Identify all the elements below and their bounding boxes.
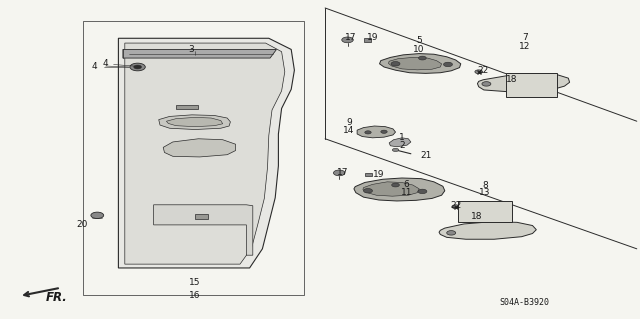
Polygon shape [388,57,442,70]
Polygon shape [195,214,208,219]
Text: 4: 4 [102,59,135,68]
Polygon shape [163,139,236,157]
Circle shape [452,205,460,209]
Polygon shape [123,49,276,58]
Circle shape [342,37,353,43]
Polygon shape [125,43,285,264]
Text: 22: 22 [450,201,461,210]
Circle shape [364,189,372,193]
Polygon shape [118,38,294,268]
Text: 1: 1 [399,133,404,142]
Text: 6: 6 [404,180,409,189]
Circle shape [333,170,345,176]
Text: 15: 15 [189,278,201,287]
Polygon shape [354,178,445,201]
Text: 7: 7 [522,33,527,42]
Text: 22: 22 [477,66,489,75]
Text: 21: 21 [420,151,431,160]
Polygon shape [477,74,570,92]
Text: 2: 2 [399,141,404,150]
Text: 9: 9 [346,118,351,127]
Text: 20: 20 [76,220,88,229]
Text: 19: 19 [367,33,378,42]
Text: 14: 14 [343,126,355,135]
Polygon shape [363,182,419,196]
Text: 18: 18 [506,75,518,84]
Polygon shape [380,54,461,73]
Text: FR.: FR. [46,291,68,304]
Circle shape [134,65,141,69]
Circle shape [447,231,456,235]
Polygon shape [389,138,411,147]
Text: 10: 10 [413,45,425,54]
Polygon shape [439,222,536,239]
Polygon shape [176,105,198,109]
Circle shape [392,148,399,152]
Text: 8: 8 [483,181,488,189]
Text: 17: 17 [345,33,356,42]
Text: 16: 16 [189,291,201,300]
Circle shape [418,189,427,194]
Text: 11: 11 [401,188,412,197]
Text: 17: 17 [337,168,348,177]
Text: 4: 4 [92,63,97,71]
Text: 12: 12 [519,42,531,51]
Polygon shape [364,38,371,42]
Circle shape [365,131,371,134]
Circle shape [392,183,399,187]
Polygon shape [357,126,396,138]
Circle shape [444,62,452,67]
Text: 18: 18 [471,212,483,221]
Text: 3: 3 [188,45,193,54]
Circle shape [419,56,426,60]
Polygon shape [166,117,223,127]
Circle shape [381,130,387,133]
Text: S04A-B3920: S04A-B3920 [500,298,550,307]
Circle shape [482,82,491,86]
Polygon shape [506,73,557,97]
Circle shape [91,212,104,219]
Polygon shape [154,205,253,255]
Polygon shape [159,115,230,130]
Circle shape [391,62,400,66]
Text: 5: 5 [417,36,422,45]
Text: 19: 19 [373,170,385,179]
Circle shape [130,63,145,71]
Circle shape [475,70,483,74]
Polygon shape [365,173,372,176]
Polygon shape [458,201,512,222]
Text: 13: 13 [479,189,491,197]
